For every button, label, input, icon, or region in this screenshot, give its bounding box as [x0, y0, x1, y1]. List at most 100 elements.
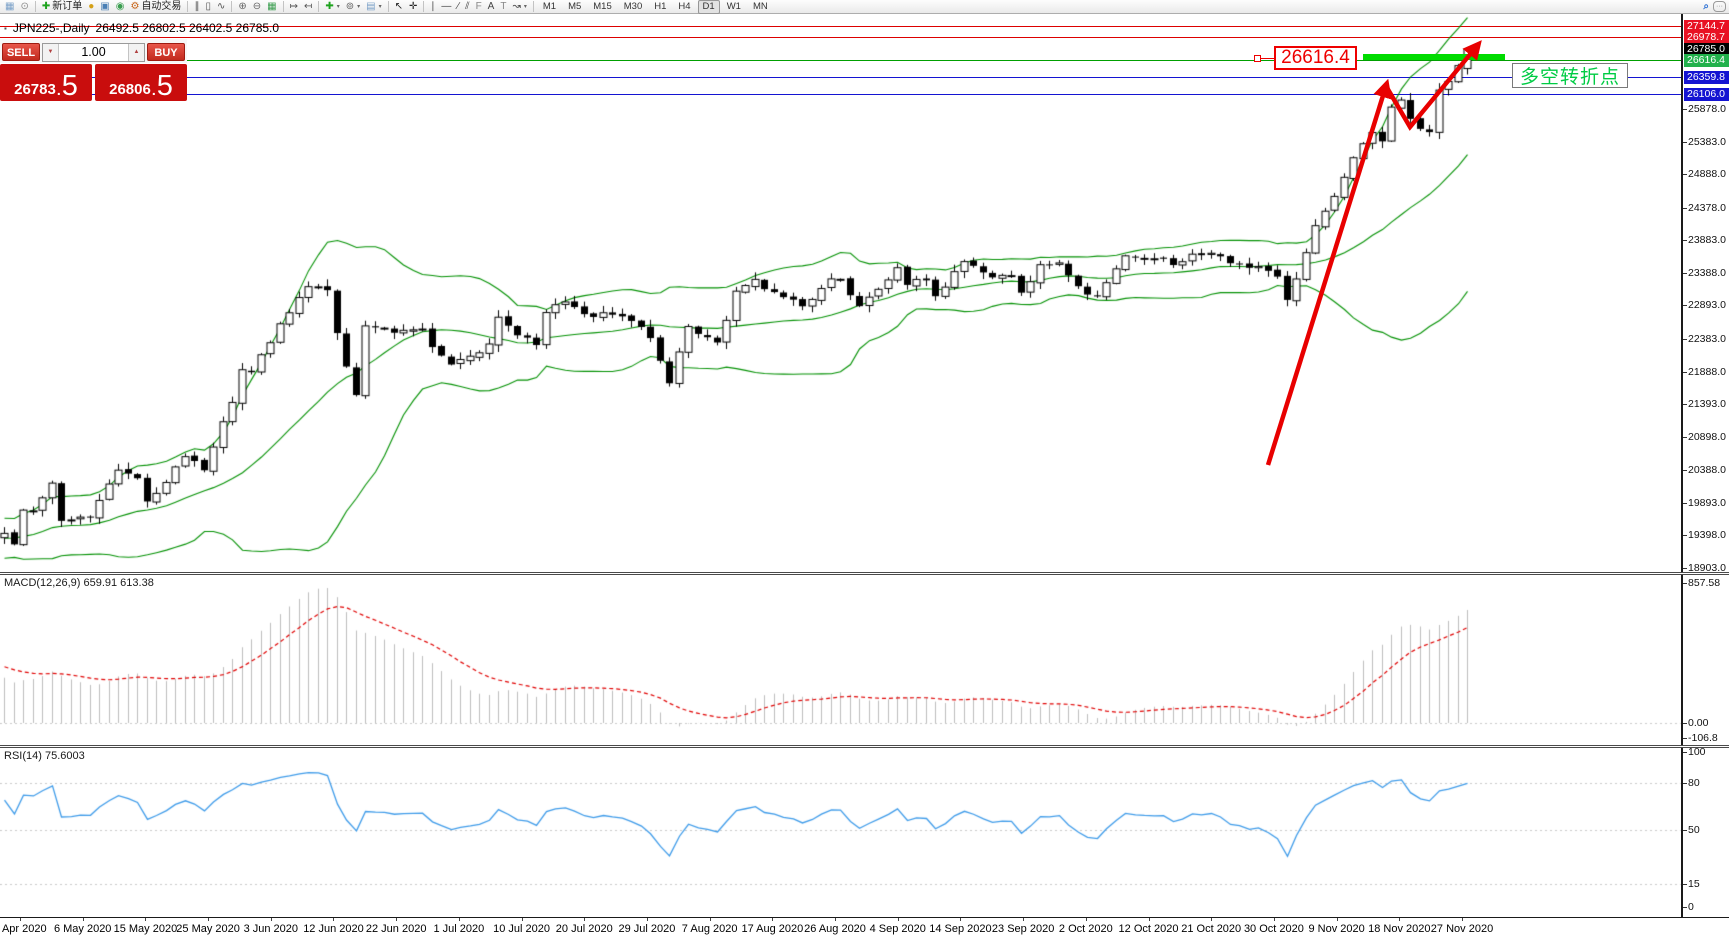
- timeframe-button-M1[interactable]: M1: [542, 0, 557, 12]
- volume-value[interactable]: 1.00: [81, 44, 106, 59]
- cursor-icon[interactable]: ↖: [393, 1, 405, 13]
- price-axis-tick: 25383.0: [1688, 135, 1726, 148]
- line-chart-mode-icon[interactable]: ∿: [215, 1, 227, 13]
- bar-chart-mode-icon[interactable]: ∥: [192, 1, 201, 13]
- candle-chart-mode-icon: ▯: [205, 0, 211, 12]
- dropdown-arrow-icon: ▾: [357, 3, 361, 10]
- time-axis-tick-mark: [1336, 918, 1338, 921]
- channel-tool-icon[interactable]: ⫽: [463, 1, 471, 13]
- trendline-tool-icon[interactable]: ∕: [455, 1, 461, 13]
- rsi-axis-tick: 0: [1688, 901, 1694, 913]
- new-chart-icon[interactable]: ▦: [3, 1, 16, 13]
- zoom-in-icon[interactable]: ⊕: [236, 1, 248, 13]
- rsi-axis-tick: 100: [1688, 746, 1706, 758]
- sell-price-pips: 5: [61, 70, 78, 102]
- time-axis-tick-mark: [20, 918, 21, 921]
- support-highlight-bar[interactable]: [1363, 54, 1505, 60]
- time-axis-label: 26 Aug 2020: [804, 923, 866, 935]
- broadcast-icon[interactable]: ◉: [114, 1, 127, 13]
- time-axis-tick-mark: [960, 918, 962, 921]
- periods-dropdown: ⊚: [345, 0, 355, 12]
- timeframe-button-MN[interactable]: MN: [752, 0, 768, 12]
- new-order-button[interactable]: ✚ 新订单: [40, 1, 84, 13]
- line-chart-mode-icon: ∿: [216, 0, 226, 12]
- crosshair-icon[interactable]: ✛: [407, 1, 419, 13]
- auto-scroll-icon[interactable]: ↦: [288, 1, 300, 13]
- price-axis-tick: 23388.0: [1688, 266, 1726, 279]
- text-tool-icon[interactable]: A: [486, 1, 497, 13]
- label-tool-icon[interactable]: T: [498, 1, 508, 13]
- zoom-out-icon: ⊖: [252, 0, 262, 12]
- time-axis-label: 20 Jul 2020: [555, 923, 613, 935]
- fibonacci-tool-icon[interactable]: F: [474, 1, 484, 13]
- bar-chart-mode-icon: ∥: [194, 0, 200, 12]
- timeframe-button-M30[interactable]: M30: [623, 0, 643, 12]
- price-level-label[interactable]: 26359.8: [1684, 71, 1729, 84]
- macd-panel-separator[interactable]: [0, 572, 1729, 575]
- toolbar-separator: [532, 1, 534, 12]
- time-axis-label: 29 Jul 2020: [618, 923, 676, 935]
- periods-dropdown[interactable]: ⊚ ▾: [344, 1, 362, 13]
- rsi-axis-tick: 80: [1688, 777, 1700, 789]
- chart-shift-icon[interactable]: ↤: [302, 1, 314, 13]
- horizontal-line-tool-icon[interactable]: ―: [439, 1, 453, 13]
- macd-axis-tick: 857.58: [1688, 577, 1721, 589]
- chart-symbol-period: JPN225-,Daily: [12, 21, 90, 35]
- chart-preview-icon: ⊙: [20, 0, 29, 12]
- price-axis-tick-mark: [1683, 502, 1687, 504]
- price-callout-label[interactable]: 26616.4: [1274, 46, 1357, 70]
- buy-button[interactable]: BUY: [147, 43, 185, 61]
- price-level-label[interactable]: 27144.7: [1684, 20, 1729, 33]
- arrows-tool-dropdown[interactable]: ↝ ▾: [510, 1, 528, 13]
- timeframe-button-M15[interactable]: M15: [593, 0, 612, 12]
- price-level-label[interactable]: 26106.0: [1684, 88, 1729, 101]
- new-order-button: ✚: [41, 0, 51, 12]
- zoom-out-icon[interactable]: ⊖: [251, 1, 263, 13]
- chat-icon[interactable]: ···: [1713, 1, 1726, 12]
- candle-chart-mode-icon[interactable]: ▯: [203, 1, 213, 13]
- timeframe-button-M5[interactable]: M5: [568, 0, 582, 12]
- autotrading-button[interactable]: ⚙ 自动交易: [128, 1, 183, 13]
- templates-dropdown[interactable]: ▤ ▾: [364, 1, 383, 13]
- time-axis-tick-mark: [208, 918, 210, 921]
- price-axis-tick-mark: [1683, 371, 1687, 373]
- volume-decrease-button[interactable]: ▼: [43, 43, 59, 61]
- price-callout-anchor-line: [1258, 58, 1274, 59]
- rsi-axis-tick-mark: [1683, 907, 1687, 908]
- price-axis-tick: 25878.0: [1688, 103, 1726, 115]
- price-axis-tick: 24888.0: [1688, 168, 1726, 181]
- time-axis-tick-mark: [82, 918, 84, 921]
- timeframe-button-H4[interactable]: H4: [678, 0, 691, 12]
- add-indicator-dropdown[interactable]: ✚ ▾: [323, 1, 341, 13]
- timeframe-button-W1[interactable]: W1: [726, 0, 741, 12]
- price-axis-tick-mark: [1683, 109, 1687, 110]
- coins-icon[interactable]: ●: [86, 1, 96, 13]
- search-icon[interactable]: ⌕: [1703, 0, 1709, 12]
- autotrading-button-label: 自动交易: [141, 0, 182, 12]
- price-level-label[interactable]: 26616.4: [1684, 54, 1729, 67]
- price-axis-tick: 21888.0: [1688, 365, 1726, 378]
- time-axis-tick-mark: [458, 918, 460, 921]
- trade-prices-row: 26783. 5 26806. 5: [0, 64, 187, 101]
- time-axis-label: 6 May 2020: [53, 923, 112, 935]
- terminal-icon[interactable]: ▣: [98, 1, 111, 13]
- tile-windows-icon[interactable]: ▦: [265, 1, 278, 13]
- price-level-label[interactable]: 26785.0: [1684, 43, 1729, 56]
- note-text-box[interactable]: 多空转折点: [1512, 63, 1628, 88]
- timeframe-button-D1[interactable]: D1: [697, 0, 720, 14]
- price-level-label[interactable]: 26978.7: [1684, 31, 1729, 44]
- time-axis-label: 23 Sep 2020: [991, 923, 1055, 935]
- rsi-indicator-label: RSI(14) 75.6003: [4, 750, 85, 762]
- chart-preview-icon[interactable]: ⊙: [18, 1, 30, 13]
- buy-price-display[interactable]: 26806. 5: [95, 64, 187, 101]
- macd-indicator-label: MACD(12,26,9) 659.91 613.38: [4, 577, 154, 589]
- toolbar-separator: [282, 1, 284, 12]
- rsi-panel-separator[interactable]: [0, 745, 1729, 748]
- volume-increase-button[interactable]: ▲: [128, 43, 144, 61]
- sell-button[interactable]: SELL: [2, 43, 40, 61]
- vertical-line-tool-icon[interactable]: ∣: [428, 1, 437, 13]
- sell-price-display[interactable]: 26783. 5: [0, 64, 92, 101]
- timeframe-button-H1[interactable]: H1: [654, 0, 667, 12]
